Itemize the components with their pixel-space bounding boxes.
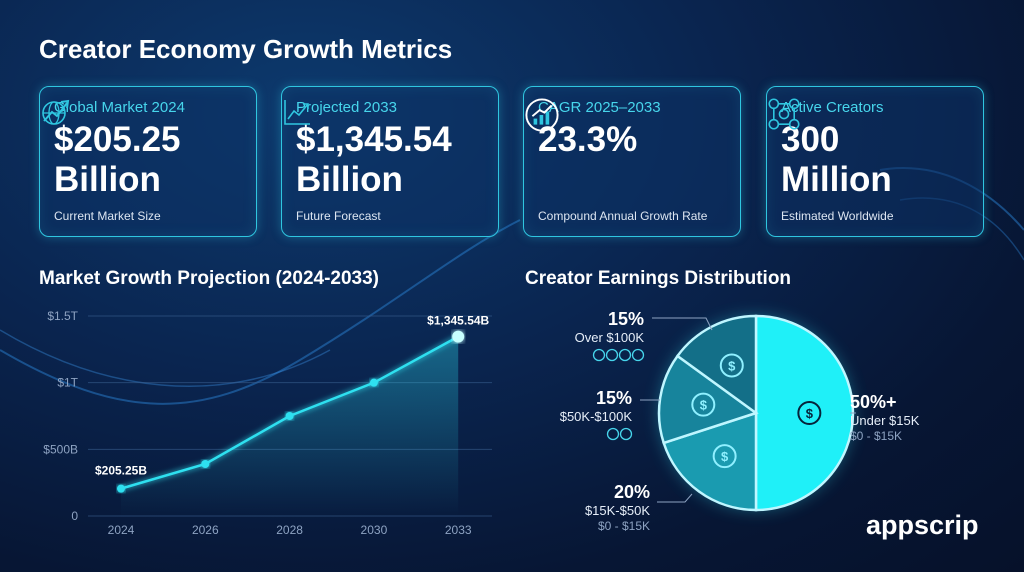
pie-slice xyxy=(662,411,758,512)
line-chart-title: Market Growth Projection (2024-2033) xyxy=(39,268,379,289)
appscrip-logo: appscrip xyxy=(866,510,979,540)
pie-slice xyxy=(657,354,759,445)
coin-icon xyxy=(605,348,619,362)
leader-line xyxy=(657,493,693,503)
card-global-market: Global Market 2024 $205.25 Billion Curren… xyxy=(39,86,257,237)
y-tick-label: $1.5T xyxy=(47,309,78,323)
coin-icon xyxy=(606,427,620,441)
coin-icon xyxy=(592,348,606,362)
area-fill xyxy=(121,336,459,516)
data-point xyxy=(117,484,125,493)
data-point xyxy=(285,412,294,420)
slice-name: $15K-$50K xyxy=(585,503,650,518)
card-label: Projected 2033 xyxy=(296,99,397,116)
dollar-sign: $ xyxy=(721,449,729,464)
x-tick-label: 2033 xyxy=(445,523,472,537)
card-label: Active Creators xyxy=(781,99,884,116)
dollar-sign: $ xyxy=(728,358,736,373)
x-tick-label: 2024 xyxy=(108,523,135,537)
slice-percent: 20% xyxy=(614,482,650,502)
data-point xyxy=(452,330,465,343)
data-point xyxy=(369,378,378,387)
x-tick-label: 2028 xyxy=(276,523,303,537)
x-tick-label: 2026 xyxy=(192,523,219,537)
card-sub: Future Forecast xyxy=(296,209,381,223)
card-label: CAGR 2025–2033 xyxy=(538,99,661,116)
slice-range: $0 - $15K xyxy=(598,519,650,533)
card-sub: Compound Annual Growth Rate xyxy=(538,209,708,223)
slice-name: $50K-$100K xyxy=(560,409,633,424)
network-people-icon xyxy=(768,98,800,130)
card-value: 23.3% xyxy=(538,120,638,159)
dollar-coin-icon xyxy=(797,401,822,425)
card-cagr: CAGR 2025–2033 23.3% Compound Annual Gro… xyxy=(523,86,741,237)
card-sub: Current Market Size xyxy=(54,209,161,223)
page-title: Creator Economy Growth Metrics xyxy=(39,34,453,64)
coin-icon xyxy=(618,348,632,362)
pie-chart-title: Creator Earnings Distribution xyxy=(525,268,792,289)
data-point xyxy=(201,460,210,468)
card-value: $1,345.54 Billion xyxy=(296,120,452,199)
slice-range: $0 - $15K xyxy=(850,429,902,443)
globe-growth-icon xyxy=(42,99,70,125)
pie-slice xyxy=(754,314,855,512)
leader-line xyxy=(652,317,713,331)
slice-name: Under $15K xyxy=(850,413,920,428)
x-tick-label: 2030 xyxy=(361,523,388,537)
dollar-sign: $ xyxy=(806,406,814,421)
line-chart-icon xyxy=(284,100,310,125)
pie-slice xyxy=(675,314,758,416)
slice-percent: 50%+ xyxy=(850,392,897,412)
dollar-coin-icon xyxy=(691,392,716,417)
card-sub: Estimated Worldwide xyxy=(781,209,894,223)
y-tick-label: 0 xyxy=(71,509,78,523)
coin-icon xyxy=(619,427,633,441)
coin-icon xyxy=(631,348,645,362)
card-projected: Projected 2033 $1,345.54 Billion Future F… xyxy=(281,86,499,237)
y-tick-label: $1T xyxy=(57,376,78,390)
dollar-sign: $ xyxy=(700,398,708,413)
slice-percent: 15% xyxy=(596,388,632,408)
data-label: $1,345.54B xyxy=(427,314,489,328)
growth-circle-icon xyxy=(525,98,559,132)
slice-percent: 15% xyxy=(608,309,644,329)
data-label: $205.25B xyxy=(95,464,147,478)
card-active-creators: Active Creators 300 Million Estimated Wor… xyxy=(766,86,984,237)
slice-name: Over $100K xyxy=(575,330,645,345)
dollar-coin-icon xyxy=(719,353,744,378)
card-label: Global Market 2024 xyxy=(54,99,185,116)
dollar-coin-icon xyxy=(712,444,737,469)
card-value: $205.25 Billion xyxy=(54,120,181,199)
y-tick-label: $500B xyxy=(43,442,78,456)
